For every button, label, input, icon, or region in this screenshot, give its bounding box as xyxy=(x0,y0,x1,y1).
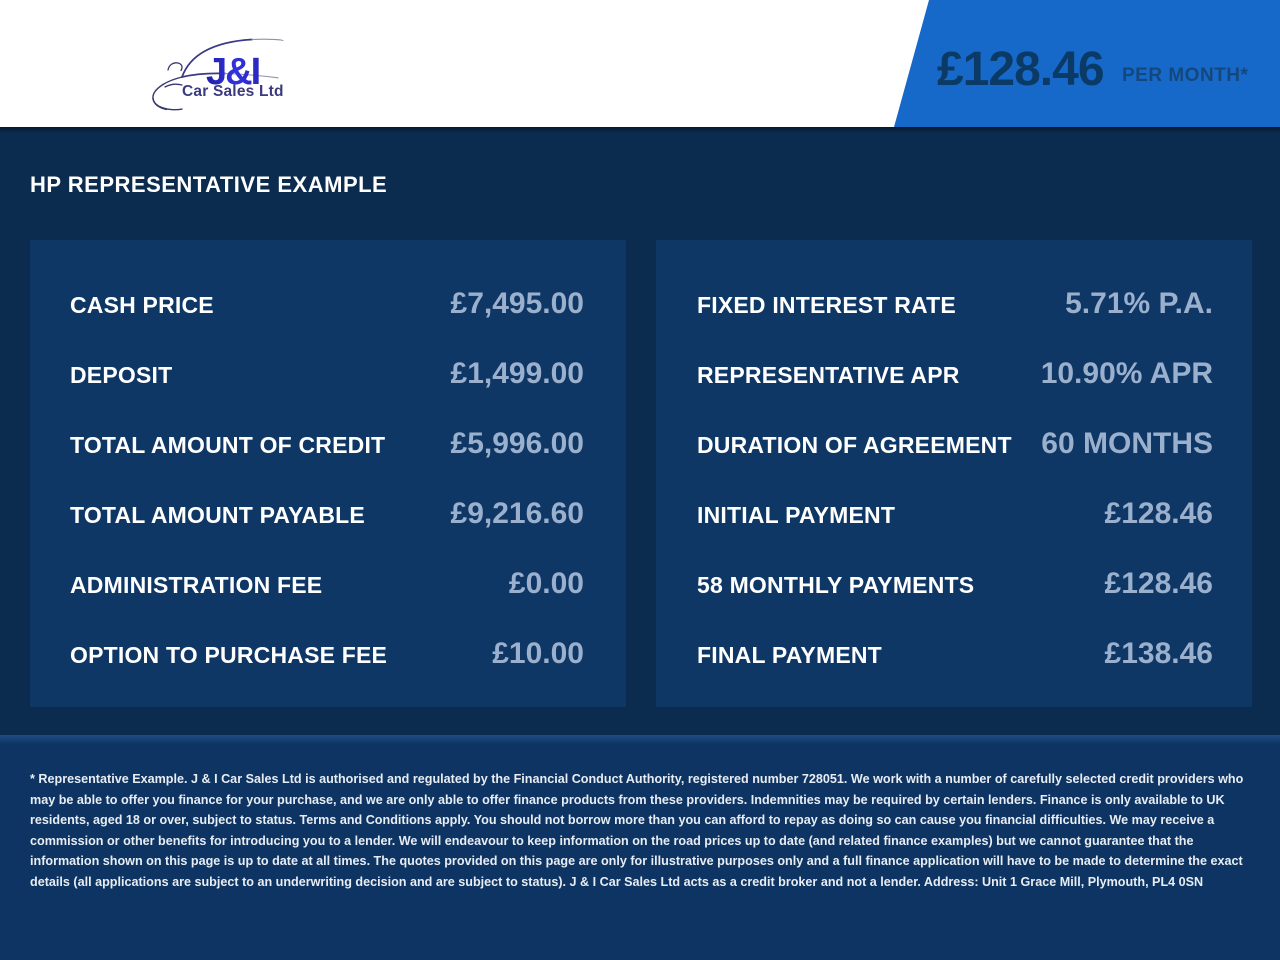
svg-text:Car Sales Ltd: Car Sales Ltd xyxy=(182,83,284,100)
